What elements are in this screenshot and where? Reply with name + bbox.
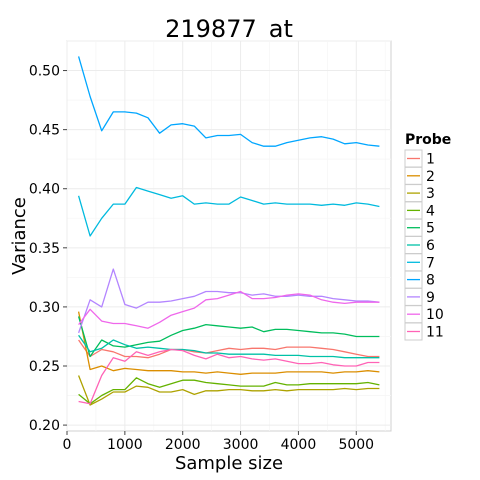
- x-tick-label: 4000: [281, 437, 317, 453]
- series-lines: [77, 56, 380, 406]
- series-line-probe-6: [78, 334, 380, 359]
- y-tick-label: 0.20: [29, 418, 60, 434]
- y-axis-label: Variance: [9, 197, 30, 275]
- legend-label: 7: [426, 255, 435, 271]
- legend-label: 4: [426, 203, 435, 219]
- legend-item-probe-4: 4: [404, 201, 435, 220]
- legend-label: 6: [426, 238, 435, 254]
- x-tick-label: 0: [63, 437, 72, 453]
- legend-label: 11: [426, 325, 444, 341]
- x-tick-label: 3000: [223, 437, 259, 453]
- series-line-probe-8: [77, 56, 380, 147]
- x-tick-label: 5000: [338, 437, 374, 453]
- legend-label: 2: [426, 169, 435, 185]
- legend-label: 9: [426, 290, 435, 306]
- y-tick-label: 0.35: [29, 241, 60, 257]
- series-line-probe-11: [78, 348, 380, 405]
- legend-label: 1: [426, 152, 435, 168]
- grid: [66, 40, 391, 431]
- legend-label: 5: [426, 221, 435, 237]
- series-line-probe-7: [77, 186, 380, 237]
- legend-label: 3: [426, 186, 435, 202]
- legend-item-probe-6: 6: [404, 236, 435, 254]
- chart-title: 219877_at: [165, 15, 293, 43]
- legend-item-probe-7: 7: [404, 253, 435, 272]
- y-tick-label: 0.30: [29, 300, 60, 316]
- legend-label: 8: [426, 273, 435, 289]
- y-tick-label: 0.40: [29, 182, 60, 198]
- legend-item-probe-9: 9: [404, 287, 435, 306]
- legend-label: 10: [426, 307, 444, 323]
- legend-item-probe-1: 1: [404, 149, 435, 168]
- y-tick-label: 0.50: [29, 64, 60, 80]
- y-axis: 0.20 0.25 0.30 0.35 0.40 0.45 0.50: [29, 64, 67, 434]
- legend-title: Probe: [405, 132, 451, 148]
- legend-item-probe-2: 2: [404, 166, 435, 185]
- x-tick-label: 1000: [107, 437, 143, 453]
- series-line-probe-10: [78, 290, 380, 329]
- x-axis-label: Sample size: [175, 453, 283, 474]
- y-tick-label: 0.25: [29, 359, 60, 375]
- legend-item-probe-11: 11: [404, 322, 444, 341]
- legend-item-probe-5: 5: [404, 218, 435, 237]
- series-line-probe-2: [77, 311, 380, 375]
- series-line-probe-9: [77, 268, 380, 334]
- series-line-probe-4: [78, 377, 380, 405]
- x-tick-label: 2000: [165, 437, 201, 453]
- legend-item-probe-10: 10: [404, 305, 444, 324]
- x-axis: 0 1000 2000 3000 4000 5000: [63, 431, 374, 453]
- legend-item-probe-3: 3: [404, 184, 435, 203]
- legend-item-probe-8: 8: [404, 270, 435, 289]
- series-line-probe-1: [78, 339, 380, 359]
- y-tick-label: 0.45: [29, 123, 60, 139]
- series-line-probe-3: [77, 375, 380, 406]
